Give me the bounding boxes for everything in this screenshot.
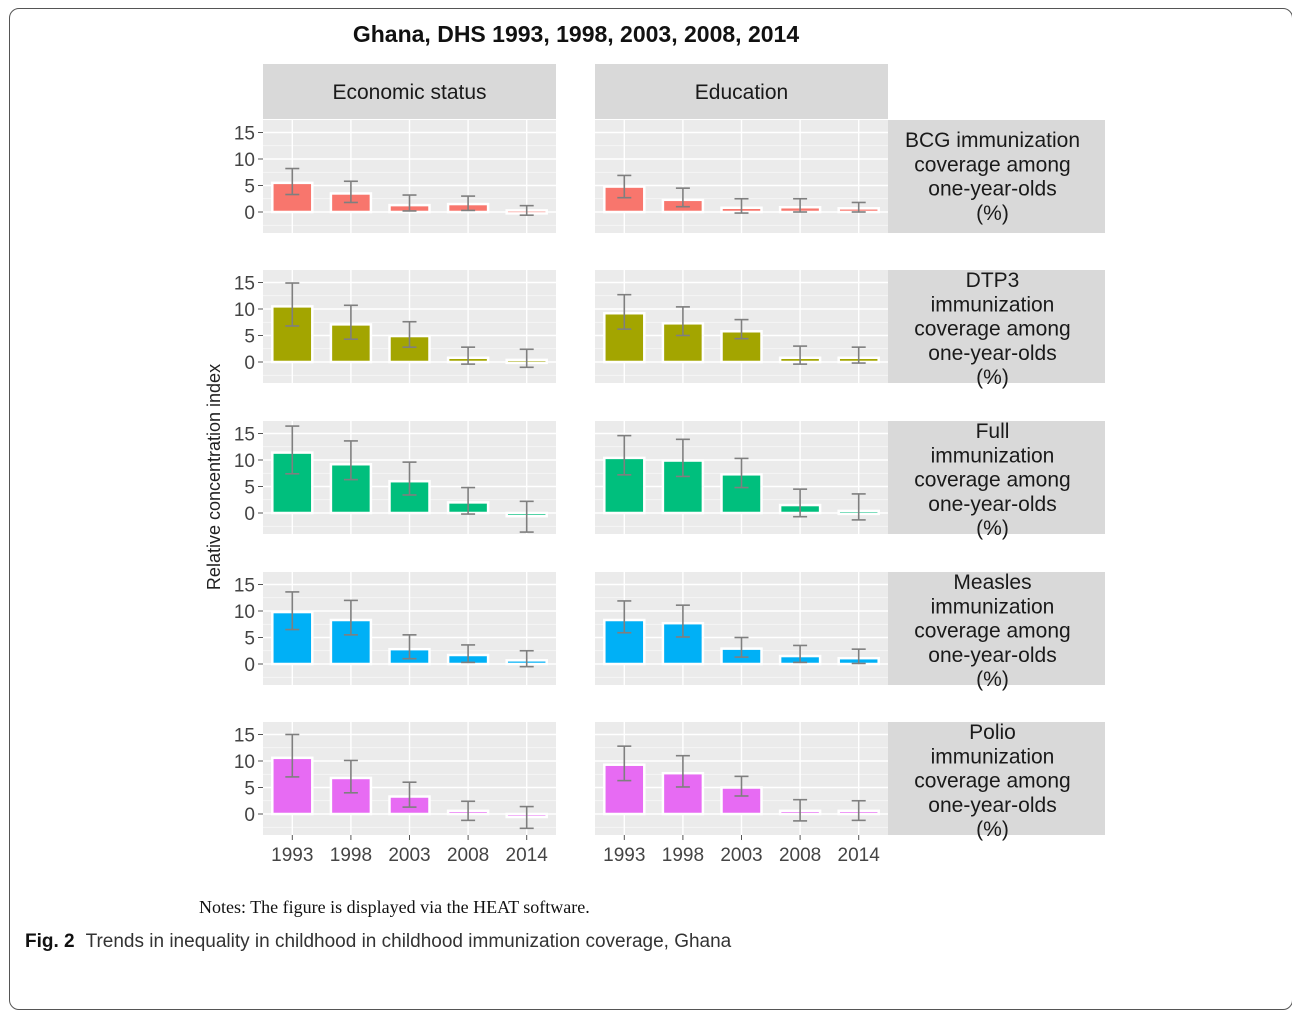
facet-row-label: coverage among bbox=[914, 469, 1070, 492]
facet-strip-right bbox=[888, 722, 1105, 835]
x-tick-label: 2014 bbox=[838, 845, 881, 866]
bar bbox=[661, 621, 705, 666]
facet-row-label: immunization bbox=[931, 293, 1055, 316]
facet-row-label: Full bbox=[976, 420, 1010, 443]
y-tick-label: 0 bbox=[244, 504, 255, 525]
y-tick-label: 10 bbox=[234, 451, 255, 472]
facet-strip-top bbox=[595, 64, 888, 119]
y-tick-label: 5 bbox=[244, 177, 255, 198]
figure-label: Fig. 2 bbox=[25, 931, 75, 952]
x-tick-label: 1993 bbox=[603, 845, 645, 866]
x-tick-label: 2008 bbox=[447, 845, 489, 866]
caption-text: Trends in inequality in childhood in chi… bbox=[85, 931, 732, 952]
y-tick-label: 15 bbox=[234, 425, 255, 446]
facet-row-label: one-year-olds bbox=[928, 493, 1056, 516]
y-tick-label: 10 bbox=[234, 150, 255, 171]
facet-strip-right bbox=[888, 572, 1105, 685]
facet-row-label: Measles bbox=[953, 571, 1031, 594]
facet-row-label: (%) bbox=[976, 517, 1009, 540]
x-tick-label: 1998 bbox=[662, 845, 704, 866]
facet-row-label: one-year-olds bbox=[928, 794, 1056, 817]
bar bbox=[603, 456, 646, 515]
x-tick-label: 2014 bbox=[506, 845, 549, 866]
facet-row-label: BCG immunization bbox=[905, 129, 1080, 152]
y-tick-label: 0 bbox=[244, 203, 255, 224]
facet-row-label: (%) bbox=[976, 366, 1009, 389]
facet-row-label: one-year-olds bbox=[928, 342, 1056, 365]
y-tick-label: 0 bbox=[244, 353, 255, 374]
y-tick-label: 15 bbox=[234, 124, 255, 145]
bar bbox=[329, 462, 373, 515]
facet-row-label: coverage among bbox=[914, 620, 1070, 643]
y-tick-label: 5 bbox=[244, 779, 255, 800]
y-tick-label: 15 bbox=[234, 576, 255, 597]
bar bbox=[271, 451, 314, 515]
facet-row-label: immunization bbox=[931, 595, 1055, 618]
y-tick-label: 5 bbox=[244, 478, 255, 499]
y-axis-label: Relative concentration index bbox=[204, 364, 224, 590]
bar bbox=[388, 479, 431, 515]
facet-row-label: coverage among bbox=[914, 770, 1070, 793]
y-tick-label: 5 bbox=[244, 629, 255, 650]
facet-row-label: (%) bbox=[976, 668, 1009, 691]
x-tick-label: 1993 bbox=[271, 845, 313, 866]
y-tick-label: 0 bbox=[244, 655, 255, 676]
bar bbox=[603, 618, 646, 666]
facet-row-label: (%) bbox=[976, 818, 1009, 841]
y-tick-label: 0 bbox=[244, 805, 255, 826]
facet-row-label: one-year-olds bbox=[928, 178, 1056, 201]
facet-row-label: coverage among bbox=[914, 318, 1070, 341]
y-tick-label: 10 bbox=[234, 752, 255, 773]
plot-area: Economic status Education 15 10 5 0 BCG immuni… bbox=[234, 64, 1105, 866]
figure-notes: Notes: The figure is displayed via the H… bbox=[199, 897, 590, 917]
facet-strip-right bbox=[888, 120, 1105, 233]
chart-title: Ghana, DHS 1993, 1998, 2003, 2008, 2014 bbox=[353, 21, 799, 47]
x-tick-label: 1998 bbox=[330, 845, 372, 866]
facet-row-label: immunization bbox=[931, 444, 1055, 467]
x-tick-label: 2008 bbox=[779, 845, 821, 866]
facet-row-label: immunization bbox=[931, 745, 1055, 768]
facet-row-label: DTP3 bbox=[966, 269, 1020, 292]
facet-column-label: Economic status bbox=[332, 81, 486, 104]
facet-strip-right bbox=[888, 270, 1105, 383]
chart: Ghana, DHS 1993, 1998, 2003, 2008, 2014 … bbox=[204, 21, 1105, 866]
figure-caption: Fig. 2 Trends in inequality in childhood… bbox=[25, 931, 731, 953]
facet-row-label: coverage among bbox=[914, 153, 1070, 176]
y-tick-label: 15 bbox=[234, 274, 255, 295]
x-tick-label: 2003 bbox=[388, 845, 430, 866]
y-tick-label: 10 bbox=[234, 602, 255, 623]
y-tick-label: 15 bbox=[234, 726, 255, 747]
x-tick-label: 2003 bbox=[720, 845, 762, 866]
facet-row-label: Polio bbox=[969, 721, 1016, 744]
y-tick-label: 5 bbox=[244, 327, 255, 348]
facet-row-label: one-year-olds bbox=[928, 644, 1056, 667]
bar bbox=[661, 459, 705, 515]
y-tick-label: 10 bbox=[234, 300, 255, 321]
facet-row-label: (%) bbox=[976, 202, 1009, 225]
facet-column-label: Education bbox=[695, 81, 788, 104]
facet-strip-top bbox=[263, 64, 556, 119]
facet-strip-right bbox=[888, 421, 1105, 534]
